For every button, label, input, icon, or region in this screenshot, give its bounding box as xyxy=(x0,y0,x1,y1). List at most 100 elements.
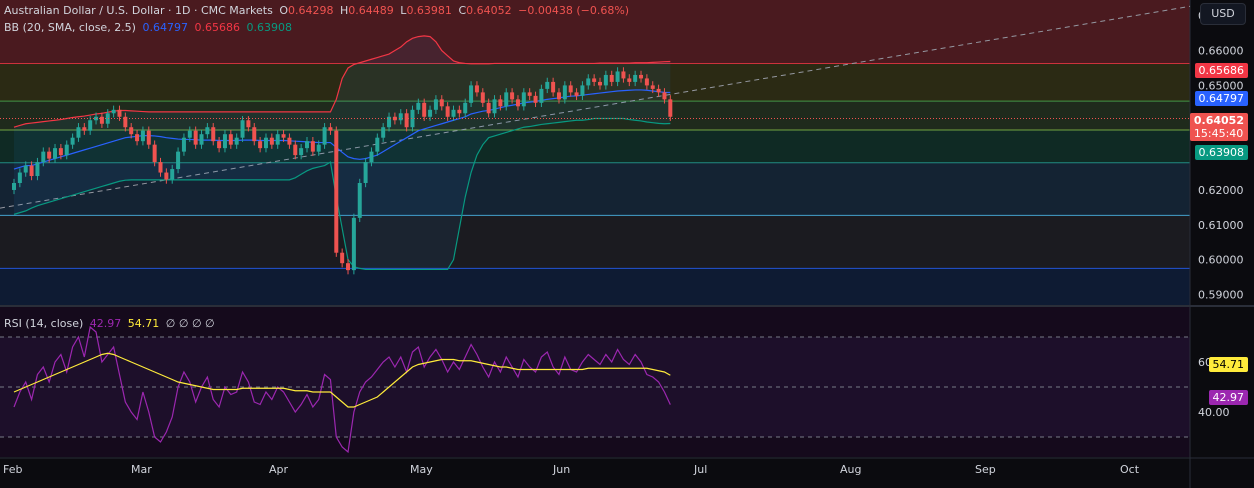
candle xyxy=(527,88,532,101)
candle xyxy=(176,147,181,174)
candle xyxy=(650,81,655,94)
candle xyxy=(416,98,421,114)
candle-body xyxy=(586,78,591,86)
candle xyxy=(123,112,128,132)
candle xyxy=(474,81,479,97)
time-tick-label: Jun xyxy=(552,463,570,476)
candle-body xyxy=(422,102,427,117)
rsi-legend[interactable]: RSI (14, close) 42.97 54.71 ∅ ∅ ∅ ∅ xyxy=(4,317,218,330)
candle xyxy=(17,168,22,188)
candle-body xyxy=(515,99,520,107)
candle xyxy=(211,123,216,146)
candle xyxy=(633,70,638,87)
candle xyxy=(498,95,503,111)
candle-body xyxy=(445,106,450,117)
candle-body xyxy=(451,109,456,117)
candle-body xyxy=(486,102,491,114)
candle-body xyxy=(252,127,257,142)
last-price-value: 0.64052 xyxy=(1193,114,1244,127)
candle xyxy=(281,130,286,142)
candle xyxy=(351,213,356,275)
candle-body xyxy=(521,92,526,107)
currency-button[interactable]: USD xyxy=(1200,3,1246,25)
bb-basis-value: 0.64797 xyxy=(142,21,188,34)
candle xyxy=(299,143,304,160)
candle-body xyxy=(53,148,58,159)
candle-body xyxy=(644,78,649,86)
rsi-extra: ∅ ∅ ∅ ∅ xyxy=(165,317,215,330)
candle-body xyxy=(158,162,163,173)
candle-body xyxy=(527,92,532,96)
candle xyxy=(615,67,620,87)
price-tick-label: 0.62000 xyxy=(1198,184,1244,197)
candle xyxy=(293,140,298,160)
candle-body xyxy=(123,116,128,128)
candle-body xyxy=(12,183,16,190)
low-label: L xyxy=(400,4,407,17)
bb-legend[interactable]: BB (20, SMA, close, 2.5) 0.64797 0.65686… xyxy=(4,21,295,34)
candle-body xyxy=(140,130,145,142)
candle-body xyxy=(621,71,626,79)
candle-body xyxy=(135,134,140,142)
candle xyxy=(392,112,397,125)
candle xyxy=(181,133,186,156)
candle-body xyxy=(35,162,40,177)
candle xyxy=(222,130,227,153)
candle-body xyxy=(504,92,509,107)
candle-body xyxy=(668,99,673,117)
candle-body xyxy=(322,127,327,145)
candle xyxy=(53,143,58,163)
time-tick-label: Mar xyxy=(131,463,152,476)
candle-body xyxy=(375,137,380,152)
candle-body xyxy=(199,134,204,145)
candle-body xyxy=(275,134,280,145)
candle-body xyxy=(492,99,497,114)
candle-body xyxy=(469,85,474,103)
bb-lower-value: 0.63908 xyxy=(246,21,292,34)
candle xyxy=(199,130,204,149)
candle xyxy=(58,143,63,160)
candle xyxy=(35,157,40,181)
candle xyxy=(47,147,52,163)
upper-price-label: 0.65686 xyxy=(1194,63,1248,78)
candle xyxy=(258,136,263,153)
price-tick-label: 0.65000 xyxy=(1198,79,1244,92)
candle-body xyxy=(410,109,415,128)
candle xyxy=(76,123,81,142)
candle-body xyxy=(334,130,339,253)
candle-body xyxy=(164,172,169,180)
candle-body xyxy=(246,120,251,128)
candle-body xyxy=(556,92,561,100)
candle xyxy=(346,258,351,275)
candle xyxy=(410,105,415,132)
candle xyxy=(129,123,134,139)
candle xyxy=(404,109,409,132)
candle-body xyxy=(457,109,462,114)
candle-body xyxy=(328,127,333,131)
zone-band-4 xyxy=(0,162,1190,216)
candle xyxy=(533,91,538,108)
candle-body xyxy=(580,85,585,96)
candle-body xyxy=(387,116,392,128)
candle xyxy=(310,136,315,156)
candle xyxy=(263,133,268,153)
candle xyxy=(164,168,169,184)
candle-body xyxy=(240,120,245,138)
candle-body xyxy=(287,137,292,145)
candle xyxy=(328,123,333,135)
candle-body xyxy=(474,85,479,93)
high-value: 0.64489 xyxy=(348,4,394,17)
rsi-price-label: 42.97 xyxy=(1208,390,1248,405)
candle-body xyxy=(88,120,93,131)
rsi-ma-price-label: 54.71 xyxy=(1208,357,1248,372)
candle-body xyxy=(574,92,579,96)
candle-body xyxy=(58,148,63,156)
candle xyxy=(662,88,667,104)
bb-upper-value: 0.65686 xyxy=(194,21,240,34)
candle xyxy=(598,77,602,90)
candle xyxy=(269,133,274,149)
time-tick-label: Feb xyxy=(3,463,22,476)
candle xyxy=(105,109,110,128)
candle xyxy=(64,140,69,160)
